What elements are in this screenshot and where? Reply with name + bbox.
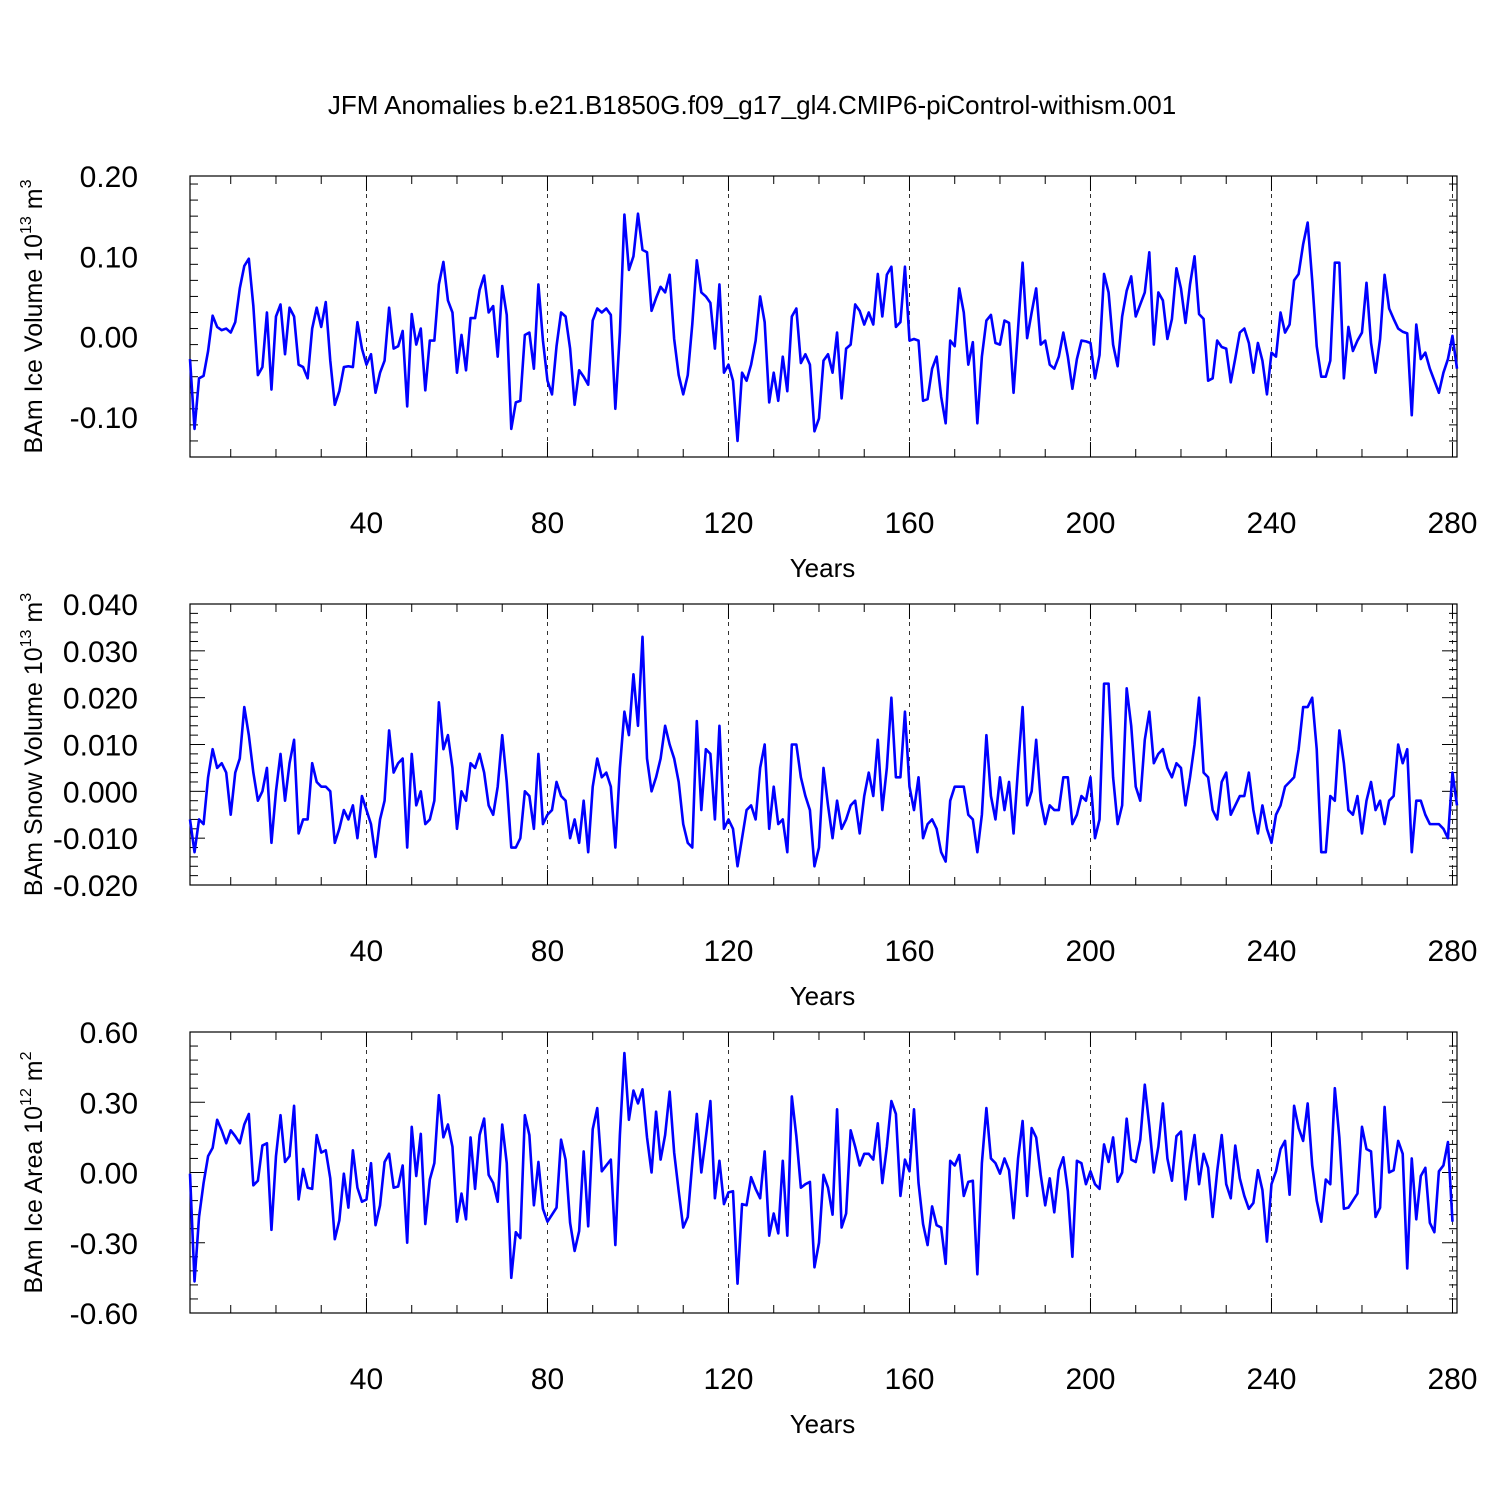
y-tick-label: 0.10 bbox=[80, 241, 138, 274]
y-axis-label: BAm Ice Area 1012 m2 bbox=[18, 1051, 48, 1293]
series-line-snow-volume bbox=[188, 635, 1459, 868]
x-tick-label: 160 bbox=[884, 507, 934, 540]
x-tick-label: 120 bbox=[703, 507, 753, 540]
x-axis-label: Years bbox=[790, 981, 856, 1011]
y-tick-label: -0.020 bbox=[53, 870, 138, 903]
x-tick-label: 280 bbox=[1427, 507, 1477, 540]
x-axis-label: Years bbox=[790, 1409, 856, 1439]
plot-frame bbox=[189, 175, 1458, 458]
panels: -0.10 0.00 0.10 0.20 40 80 120 160 200 240 280 Year… bbox=[18, 161, 1478, 1439]
x-tick-label: 80 bbox=[531, 935, 564, 968]
plot-frame bbox=[189, 1031, 1458, 1314]
x-tick-label: 160 bbox=[884, 1363, 934, 1396]
series-line-ice-area bbox=[188, 1051, 1454, 1286]
y-tick-label: 0.20 bbox=[80, 161, 138, 194]
y-tick-label: -0.60 bbox=[70, 1298, 138, 1331]
y-tick-label: 0.000 bbox=[63, 776, 138, 809]
x-tick-label: 160 bbox=[884, 935, 934, 968]
y-tick-label: -0.30 bbox=[70, 1228, 138, 1261]
x-tick-label: 240 bbox=[1246, 935, 1296, 968]
x-tick-label: 40 bbox=[350, 935, 383, 968]
y-tick-label: 0.020 bbox=[63, 683, 138, 716]
x-tick-label: 120 bbox=[703, 1363, 753, 1396]
x-tick-label: 40 bbox=[350, 1363, 383, 1396]
x-tick-label: 200 bbox=[1065, 935, 1115, 968]
x-tick-label: 40 bbox=[350, 507, 383, 540]
y-axis-label: BAm Ice Volume 1013 m3 bbox=[18, 179, 48, 453]
x-tick-label: 80 bbox=[531, 1363, 564, 1396]
y-tick-label: 0.040 bbox=[63, 589, 138, 622]
panel-ice-area: -0.60 -0.30 0.00 0.30 0.60 40 80 120 160 200 240 28… bbox=[18, 1017, 1478, 1439]
x-tick-label: 80 bbox=[531, 507, 564, 540]
x-axis-label: Years bbox=[790, 553, 856, 583]
y-axis-label: BAm Snow Volume 1013 m3 bbox=[18, 593, 48, 896]
x-tick-label: 200 bbox=[1065, 507, 1115, 540]
panel-ice-volume: -0.10 0.00 0.10 0.20 40 80 120 160 200 240 280 Year… bbox=[18, 161, 1478, 583]
x-tick-label: 280 bbox=[1427, 1363, 1477, 1396]
y-tick-label: 0.60 bbox=[80, 1017, 138, 1050]
x-tick-label: 200 bbox=[1065, 1363, 1115, 1396]
panel-snow-volume: -0.020 -0.010 0.000 0.010 0.020 0.030 0.040 40 8… bbox=[18, 589, 1478, 1011]
plot-frame bbox=[189, 603, 1458, 886]
x-tick-label: 280 bbox=[1427, 935, 1477, 968]
series-line-ice-volume bbox=[188, 212, 1459, 443]
y-tick-label: 0.030 bbox=[63, 636, 138, 669]
y-tick-label: -0.010 bbox=[53, 823, 138, 856]
y-tick-label: 0.30 bbox=[80, 1087, 138, 1120]
y-tick-label: 0.00 bbox=[80, 322, 138, 355]
x-tick-label: 120 bbox=[703, 935, 753, 968]
chart-title: JFM Anomalies b.e21.B1850G.f09_g17_gl4.C… bbox=[328, 90, 1176, 120]
y-tick-label: -0.10 bbox=[70, 402, 138, 435]
x-tick-label: 240 bbox=[1246, 507, 1296, 540]
y-tick-label: 0.010 bbox=[63, 730, 138, 763]
x-tick-label: 240 bbox=[1246, 1363, 1296, 1396]
y-tick-label: 0.00 bbox=[80, 1158, 138, 1191]
